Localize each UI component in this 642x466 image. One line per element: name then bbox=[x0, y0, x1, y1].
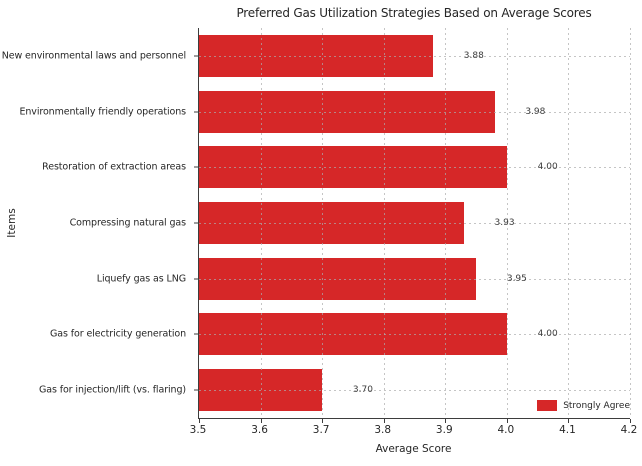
grid-line-horizontal bbox=[199, 55, 630, 57]
grid-line-vertical bbox=[383, 28, 385, 418]
x-tick-label: 4.2 bbox=[620, 424, 638, 436]
legend-label: Strongly Agree bbox=[563, 400, 630, 411]
x-tick-mark bbox=[199, 419, 200, 423]
grid-line-vertical bbox=[568, 28, 570, 418]
category-label: Environmentally friendly operations bbox=[19, 106, 186, 118]
grid-line-horizontal bbox=[199, 334, 630, 336]
x-tick-mark bbox=[445, 419, 447, 423]
y-tick-mark bbox=[194, 278, 199, 280]
x-tick-mark bbox=[322, 419, 324, 423]
y-tick-mark bbox=[194, 111, 199, 113]
category-label: Gas for injection/lift (vs. flaring) bbox=[38, 384, 186, 396]
y-tick-mark bbox=[194, 55, 199, 57]
x-tick-label: 3.6 bbox=[251, 424, 268, 436]
grid-line-vertical bbox=[445, 28, 447, 418]
grid-line-horizontal bbox=[199, 111, 630, 113]
category-label: Restoration of extraction areas bbox=[42, 161, 186, 173]
chart-title: Preferred Gas Utilization Strategies Bas… bbox=[236, 6, 592, 20]
x-tick-label: 3.5 bbox=[189, 424, 207, 436]
grid-line-horizontal bbox=[199, 390, 630, 392]
bar-value-label: 4.00 bbox=[537, 329, 558, 340]
bar-value-label: 3.88 bbox=[463, 50, 484, 61]
category-label: New environmental laws and personnel bbox=[1, 50, 186, 62]
x-axis-title: Average Score bbox=[375, 443, 452, 455]
legend-swatch-strongly-agree bbox=[537, 400, 558, 411]
grid-line-vertical bbox=[630, 28, 631, 418]
x-tick-mark bbox=[506, 419, 508, 423]
category-label: Gas for electricity generation bbox=[50, 328, 186, 340]
y-axis-labels: New environmental laws and personnel Envi… bbox=[0, 28, 192, 418]
bar-value-label: 3.95 bbox=[506, 273, 527, 284]
bar-value-label: 3.93 bbox=[494, 218, 515, 228]
x-tick-label: 4.0 bbox=[497, 424, 515, 436]
y-tick-mark bbox=[194, 166, 199, 168]
x-axis-labels: 3.5 3.6 3.7 3.8 3.9 4.0 4.1 4.2 bbox=[190, 419, 638, 436]
x-tick-label: 3.8 bbox=[374, 424, 392, 436]
grid-line-horizontal bbox=[199, 278, 630, 280]
category-label: Liquefy gas as LNG bbox=[96, 273, 186, 285]
category-label: Compressing natural gas bbox=[69, 217, 186, 229]
x-tick-mark bbox=[260, 419, 262, 423]
grid-line-vertical bbox=[506, 28, 508, 418]
grid-line-horizontal bbox=[199, 167, 630, 169]
grid-line-vertical bbox=[260, 28, 262, 418]
bar-value-label: 3.98 bbox=[525, 106, 546, 117]
y-tick-mark bbox=[194, 222, 199, 224]
y-tick-mark bbox=[194, 333, 199, 335]
x-tick-label: 3.9 bbox=[435, 424, 453, 436]
plot-area: Strongly Agree 3.88 3.98 4.00 3.93 3.95 4.00 3… bbox=[194, 28, 631, 423]
bar-value-label: 4.00 bbox=[537, 162, 558, 173]
x-tick-label: 3.7 bbox=[312, 424, 330, 436]
x-tick-mark bbox=[568, 419, 570, 423]
x-tick-label: 4.1 bbox=[559, 424, 576, 436]
grid-line-horizontal bbox=[199, 223, 630, 224]
legend: Strongly Agree bbox=[537, 400, 630, 411]
grid-line-vertical bbox=[322, 28, 324, 418]
bar-value-label: 3.70 bbox=[352, 385, 373, 396]
x-tick-mark bbox=[383, 419, 385, 423]
x-tick-mark bbox=[630, 419, 631, 423]
y-tick-mark bbox=[194, 389, 199, 391]
